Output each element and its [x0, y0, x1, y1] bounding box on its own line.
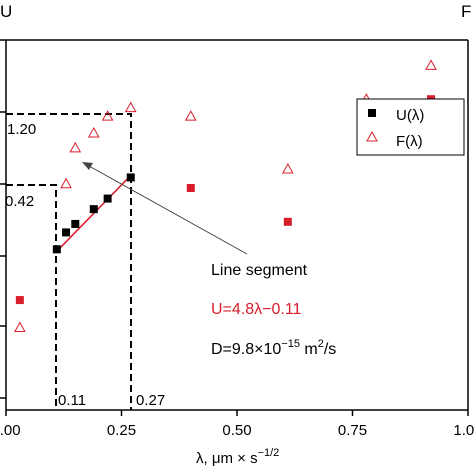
x-ticks: 0.00 0.25 0.50 0.75 1.00: [0, 410, 474, 439]
annotation-arrow-line: [88, 165, 248, 255]
x-axis-label-main: λ, μm × s: [196, 450, 258, 467]
u-point: [89, 205, 98, 214]
diffusion-tail: /s: [324, 341, 336, 358]
x-tick-label: 0.00: [0, 422, 21, 439]
u-point: [283, 217, 292, 226]
u-point: [71, 219, 80, 228]
f-point: [101, 110, 114, 121]
u-point: [52, 245, 61, 254]
y-axis-left-label: U: [0, 2, 12, 21]
f-point: [184, 110, 197, 121]
diffusion-exp: −15: [281, 338, 300, 350]
u-point: [186, 184, 195, 192]
fit-line: [56, 174, 132, 252]
f-point: [87, 126, 100, 138]
ref-label-y2: 1.20: [7, 121, 36, 138]
f-point: [425, 59, 437, 70]
annotation-line-segment: Line segment: [211, 262, 308, 279]
y-axis-right-label: F: [461, 2, 471, 21]
legend-marker-f: [366, 130, 378, 142]
f-point: [69, 141, 82, 153]
x-axis-label: λ, μm × s−1/2: [196, 447, 279, 467]
annotation-equation: U=4.8λ−0.11: [211, 301, 302, 318]
ref-label-x2: 0.27: [136, 392, 165, 409]
annotation-arrow-head: [82, 162, 93, 170]
x-tick-label: 0.75: [338, 422, 367, 439]
u-point: [126, 173, 135, 182]
x-tick-label: 0.25: [107, 422, 136, 439]
legend-label-u: U(λ): [396, 107, 424, 124]
f-point: [281, 162, 294, 174]
ref-label-y1: 0.42: [5, 193, 34, 210]
diffusion-main: D=9.8×10: [211, 341, 281, 358]
f-point: [124, 101, 137, 113]
ref-label-x1: 0.11: [58, 392, 86, 409]
legend-marker-u: [368, 109, 376, 117]
x-tick-label: 0.50: [222, 422, 251, 439]
diffusion-unit-exp: 2: [318, 338, 324, 350]
annotation-diffusion: D=9.8×10−15 m2/s: [211, 338, 336, 358]
legend-label-f: F(λ): [396, 133, 423, 150]
legend: U(λ) F(λ): [356, 98, 465, 156]
u-point: [15, 296, 24, 305]
y-ticks-left: [0, 39, 6, 399]
x-axis-label-exp: −1/2: [258, 447, 280, 459]
u-point: [103, 194, 112, 203]
x-tick-label: 1.00: [453, 422, 474, 439]
f-point: [14, 321, 26, 333]
u-point: [62, 228, 71, 237]
reference-lines: [6, 113, 132, 410]
f-point: [60, 177, 72, 189]
diffusion-unit: m: [300, 341, 318, 358]
legend-box: [356, 98, 465, 156]
